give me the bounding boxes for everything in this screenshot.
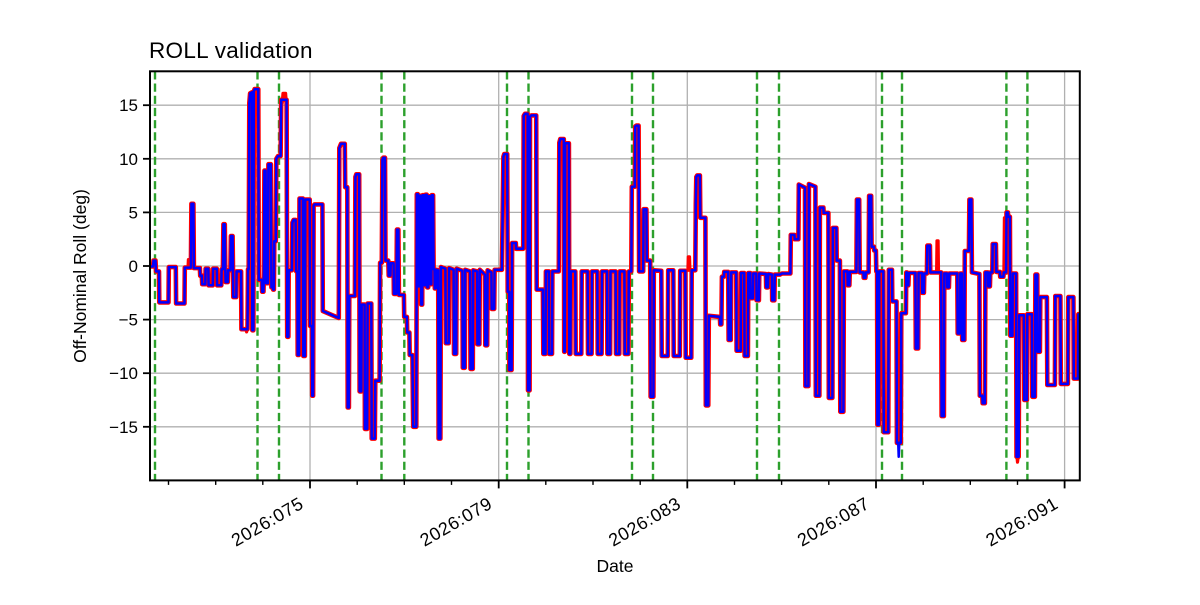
svg-text:15: 15 — [119, 96, 138, 115]
svg-text:−10: −10 — [109, 364, 138, 383]
svg-text:ROLL validation: ROLL validation — [149, 38, 313, 63]
svg-text:Off-Nominal Roll (deg): Off-Nominal Roll (deg) — [70, 189, 90, 363]
svg-text:10: 10 — [119, 150, 138, 169]
svg-text:−15: −15 — [109, 418, 138, 437]
svg-text:0: 0 — [129, 257, 138, 276]
svg-text:Date: Date — [597, 556, 634, 576]
svg-text:−5: −5 — [119, 311, 138, 330]
svg-text:5: 5 — [129, 203, 138, 222]
